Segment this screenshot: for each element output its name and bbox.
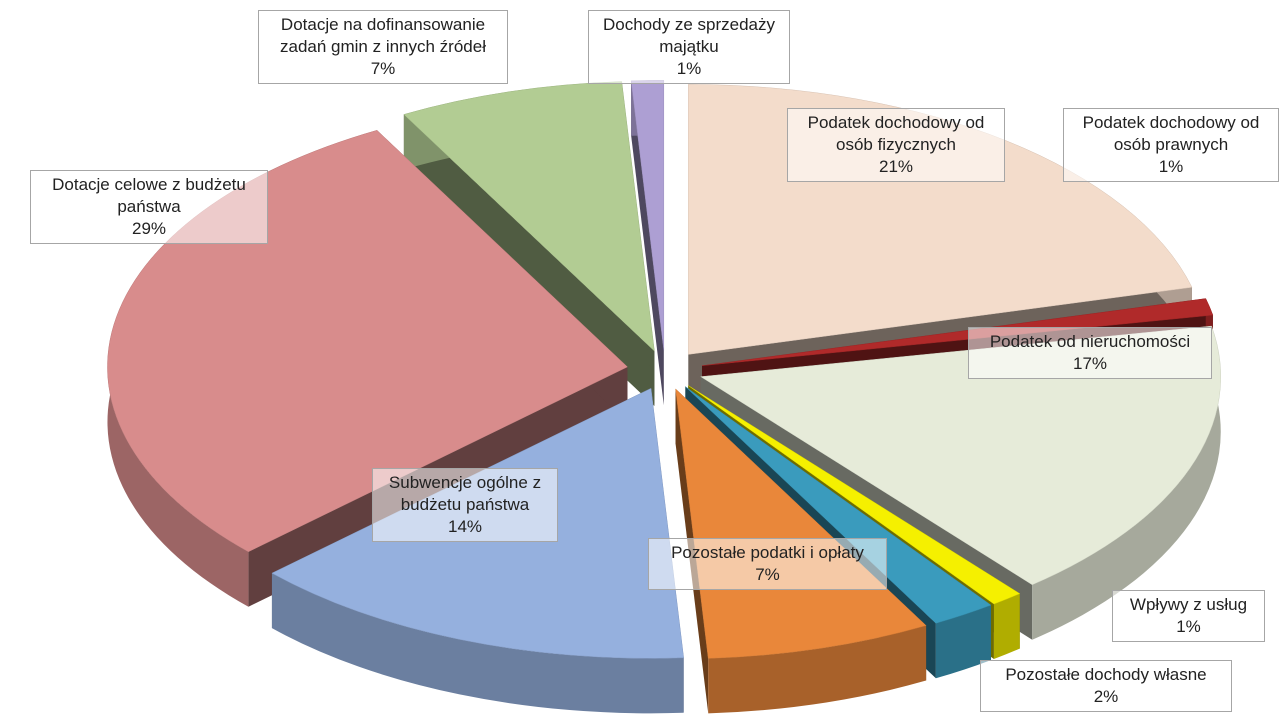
category-label: Subwencje ogólne z budżetu państwa — [388, 473, 542, 514]
value-label: 1% — [676, 59, 702, 78]
value-label: 2% — [1093, 687, 1119, 706]
category-label: Dochody ze sprzedaży majątku — [603, 15, 775, 56]
category-label: Podatek od nieruchomości — [989, 332, 1191, 351]
label-box: Podatek dochodowy od osób prawnych 1% — [1063, 108, 1279, 182]
label-box: Pozostałe dochody własne 2% — [980, 660, 1232, 712]
category-label: Dotacje na dofinansowanie zadań gmin z i… — [279, 15, 486, 56]
slice-side — [993, 593, 1020, 660]
category-label: Pozostałe dochody własne — [1005, 665, 1207, 684]
category-label: Wpływy z usług — [1129, 595, 1248, 614]
label-box: Dotacje na dofinansowanie zadań gmin z i… — [258, 10, 508, 84]
label-box: Pozostałe podatki i opłaty 7% — [648, 538, 887, 590]
slice-side — [1032, 326, 1221, 640]
slice — [688, 385, 1021, 605]
category-label: Podatek dochodowy od osób fizycznych — [807, 113, 985, 154]
value-label: 7% — [370, 59, 396, 78]
value-label: 21% — [878, 157, 914, 176]
label-box: Subwencje ogólne z budżetu państwa 14% — [372, 468, 558, 542]
slice-side — [935, 605, 992, 679]
slice — [675, 388, 927, 659]
value-label: 14% — [447, 517, 483, 536]
category-label: Pozostałe podatki i opłaty — [671, 543, 864, 562]
value-label: 1% — [1176, 617, 1201, 636]
slice-side — [271, 573, 684, 714]
label-box: Wpływy z usług 1% — [1112, 590, 1265, 642]
category-label: Dotacje celowe z budżetu państwa — [52, 175, 246, 216]
value-label: 1% — [1158, 157, 1184, 176]
slice — [702, 298, 1214, 366]
label-box: Podatek od nieruchomości 17% — [968, 327, 1212, 379]
category-label: Podatek dochodowy od osób prawnych — [1082, 113, 1260, 154]
slice-side — [708, 625, 927, 714]
slice — [675, 388, 927, 714]
label-box: Dotacje celowe z budżetu państwa 29% — [30, 170, 268, 244]
slice-wall — [631, 80, 664, 406]
slice — [685, 386, 992, 624]
label-box: Dochody ze sprzedaży majątku 1% — [588, 10, 790, 84]
value-label: 29% — [131, 219, 167, 238]
slice — [700, 325, 1221, 586]
value-label: 17% — [1072, 354, 1108, 373]
label-box: Podatek dochodowy od osób fizycznych 21% — [787, 108, 1005, 182]
value-label: 7% — [755, 565, 780, 584]
slice — [630, 80, 665, 406]
